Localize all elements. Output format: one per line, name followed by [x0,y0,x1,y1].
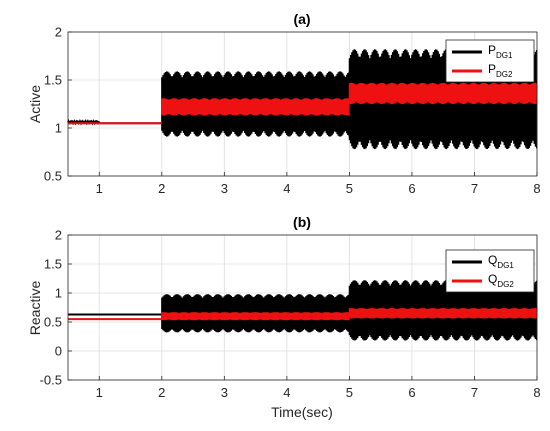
x-axis-label: Time(sec) [271,404,333,420]
x-tick-label: 8 [533,385,540,400]
y-axis-label: Active [27,85,43,123]
x-tick-label: 1 [96,385,103,400]
x-tick-label: 5 [346,181,353,196]
legend-label: QDG1 [488,253,514,270]
legend-label: QDG2 [488,272,514,289]
tick-labels: 1 2 3 4 5 6 7 8 -0.5 0 0.5 1 1.5 2 [40,228,541,401]
x-tick-label: 3 [221,181,228,196]
y-tick-label: 2 [55,228,62,243]
x-tick-label: 7 [471,385,478,400]
y-tick-label: 0 [55,344,62,359]
axes-frame [67,234,538,381]
series-PDG2 [68,82,538,125]
y-tick-label: 1 [55,286,62,301]
y-tick-label: 1.5 [44,257,62,272]
x-tick-label: 3 [221,385,228,400]
x-tick-label: 2 [158,385,165,400]
x-tick-label: 6 [408,385,415,400]
legend-label: PDG2 [488,62,513,79]
x-tick-label: 7 [471,181,478,196]
y-axis-label: Reactive [27,281,43,336]
legend: PDG1 PDG2 [445,39,535,83]
y-tick-label: 0.5 [44,169,62,184]
chart-panel-a: (a) Active 1 2 3 4 5 6 7 8 0.5 1 1.5 2 PDG1 PDG2 [27,11,541,196]
y-tick-label: 2 [55,25,62,40]
plot-area [67,49,538,150]
x-tick-label: 4 [283,181,290,196]
axes-frame [67,31,538,177]
x-tick-label: 1 [96,181,103,196]
x-tick-label: 5 [346,385,353,400]
chart-title: (a) [293,11,310,27]
plot-area [68,280,538,341]
x-tick-label: 8 [533,181,540,196]
legend: QDG1 QDG2 [445,249,535,293]
y-tick-label: -0.5 [40,373,62,388]
legend-box [445,249,535,293]
x-tick-label: 4 [283,385,290,400]
tick-labels: 1 2 3 4 5 6 7 8 0.5 1 1.5 2 [44,25,541,197]
chart-title: (b) [293,214,311,230]
legend-box [445,39,535,83]
y-tick-label: 1 [55,121,62,136]
x-tick-label: 6 [408,181,415,196]
legend-label: PDG1 [488,43,513,60]
x-tick-label: 2 [158,181,165,196]
chart-panel-b: (b) Reactive Time(sec) 1 2 3 4 5 6 7 8-0.500.51… [27,214,541,420]
series-QDG2 [68,308,538,321]
y-tick-label: 0.5 [44,315,62,330]
y-tick-label: 1.5 [44,73,62,88]
